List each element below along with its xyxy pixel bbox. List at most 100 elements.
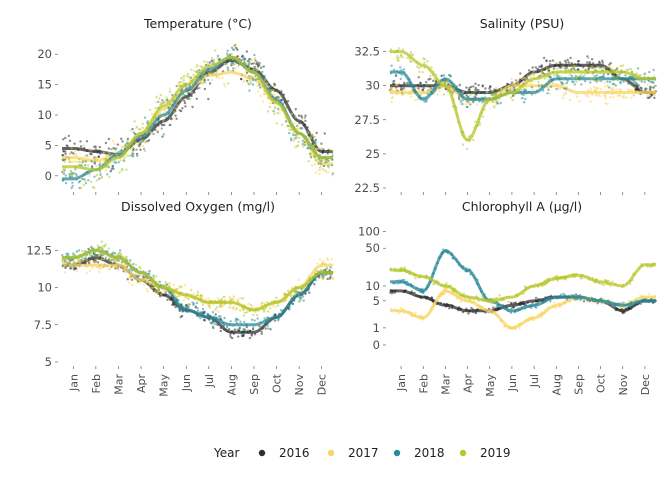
data-point xyxy=(653,89,656,93)
data-point xyxy=(121,150,124,154)
data-point xyxy=(520,302,524,305)
data-point xyxy=(322,148,325,151)
data-point xyxy=(390,290,394,293)
data-point xyxy=(619,88,622,91)
data-point xyxy=(239,297,243,300)
data-point xyxy=(303,123,307,126)
data-point xyxy=(139,281,142,285)
data-point xyxy=(538,65,541,68)
data-point xyxy=(193,69,196,73)
data-point xyxy=(118,150,121,153)
data-point xyxy=(403,88,407,91)
data-point xyxy=(590,296,594,300)
data-point xyxy=(181,86,185,89)
data-point xyxy=(390,64,393,67)
data-point xyxy=(553,301,556,304)
data-point xyxy=(194,305,198,308)
data-point xyxy=(88,174,92,177)
data-point xyxy=(631,278,634,282)
data-point xyxy=(595,74,599,77)
data-point xyxy=(79,145,83,148)
data-point xyxy=(204,300,208,303)
data-point xyxy=(593,79,596,82)
data-point xyxy=(273,106,277,109)
data-point xyxy=(88,254,91,257)
data-point xyxy=(298,300,301,303)
data-point xyxy=(458,98,461,101)
data-point xyxy=(578,295,581,299)
data-point xyxy=(222,324,226,327)
data-point xyxy=(313,273,317,277)
data-point xyxy=(177,307,180,310)
data-point xyxy=(162,290,165,293)
data-point xyxy=(139,148,142,151)
data-point xyxy=(430,297,434,300)
data-point xyxy=(327,155,331,159)
data-point xyxy=(566,58,569,62)
data-point xyxy=(324,163,327,166)
data-point xyxy=(75,178,78,181)
data-point xyxy=(487,99,490,102)
data-point xyxy=(121,264,125,267)
data-point xyxy=(243,79,246,82)
data-point xyxy=(134,141,137,145)
data-point xyxy=(596,66,599,69)
data-point xyxy=(419,81,422,85)
data-point xyxy=(399,66,402,69)
data-point xyxy=(609,284,612,288)
y-tick-label: 50 xyxy=(365,241,380,255)
data-point xyxy=(579,75,582,79)
data-point xyxy=(628,299,631,303)
data-point xyxy=(539,299,543,302)
data-point xyxy=(410,290,413,293)
data-point xyxy=(535,303,539,306)
data-point xyxy=(544,296,547,299)
data-point xyxy=(472,85,475,88)
data-point xyxy=(106,158,109,161)
data-point xyxy=(390,292,394,295)
data-point xyxy=(63,271,67,274)
data-point xyxy=(389,268,392,271)
data-point xyxy=(630,83,633,87)
data-point xyxy=(185,89,188,93)
data-point xyxy=(296,286,300,289)
data-point xyxy=(209,314,212,317)
data-point xyxy=(455,89,458,92)
data-point xyxy=(241,306,244,309)
data-point xyxy=(430,92,434,95)
data-point xyxy=(560,63,563,66)
data-point xyxy=(613,69,617,73)
data-point xyxy=(514,293,518,297)
data-point xyxy=(485,91,489,94)
data-point xyxy=(509,83,512,86)
data-point xyxy=(261,100,265,103)
data-point xyxy=(596,87,600,90)
data-point xyxy=(450,90,453,94)
data-point xyxy=(499,101,502,105)
data-point xyxy=(405,280,408,283)
data-point xyxy=(476,124,479,128)
data-point xyxy=(605,91,608,94)
data-point xyxy=(630,301,633,304)
data-point xyxy=(314,278,318,282)
data-point xyxy=(302,140,306,143)
data-point xyxy=(559,70,562,73)
data-point xyxy=(243,311,247,314)
data-point xyxy=(130,147,133,151)
data-point xyxy=(558,295,561,298)
data-point xyxy=(530,80,534,83)
data-point xyxy=(164,109,167,112)
data-point xyxy=(251,68,254,71)
data-point xyxy=(158,97,161,100)
data-point xyxy=(90,152,93,156)
data-point xyxy=(611,75,614,79)
data-point xyxy=(410,89,413,92)
data-point xyxy=(495,101,499,104)
data-point xyxy=(650,76,653,80)
data-point xyxy=(477,121,480,124)
data-point xyxy=(418,70,421,74)
data-point xyxy=(126,278,129,281)
data-point xyxy=(424,96,427,99)
data-point xyxy=(184,105,187,108)
data-point xyxy=(422,57,425,60)
